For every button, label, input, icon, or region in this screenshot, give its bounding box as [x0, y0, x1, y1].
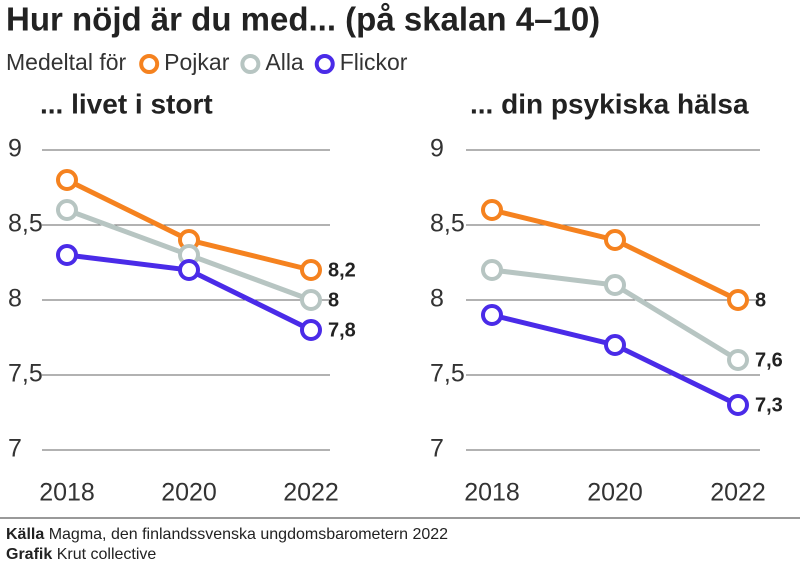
- y-tick-label: 7: [8, 435, 22, 463]
- y-tick-label: 8: [430, 285, 444, 313]
- x-tick-label: 2020: [587, 479, 643, 507]
- series-line: [491, 312, 740, 408]
- point: [727, 289, 749, 311]
- point: [300, 319, 322, 341]
- legend-label: Pojkar: [164, 49, 230, 75]
- panel-title: ... din psykiska hälsa: [470, 88, 749, 119]
- legend-marker: [139, 54, 160, 74]
- point: [727, 394, 749, 416]
- point: [300, 259, 322, 281]
- legend-prefix: Medeltal för: [6, 49, 127, 75]
- point: [604, 229, 626, 251]
- legend-label: Flickor: [340, 49, 408, 75]
- x-tick-label: 2018: [39, 479, 95, 507]
- x-tick-label: 2018: [464, 479, 520, 507]
- point: [481, 199, 503, 221]
- point: [481, 259, 503, 281]
- data-label: 8: [328, 289, 339, 311]
- y-tick-label: 8,5: [430, 210, 465, 238]
- y-tick-label: 7,5: [430, 360, 465, 388]
- x-tick-label: 2022: [283, 479, 339, 507]
- y-tick-label: 7,5: [8, 360, 43, 388]
- y-tick-label: 7: [430, 435, 444, 463]
- y-tick-label: 9: [430, 135, 444, 163]
- point: [481, 304, 503, 326]
- panel-title: ... livet i stort: [40, 88, 213, 119]
- x-tick-label: 2020: [161, 479, 217, 507]
- point: [604, 334, 626, 356]
- point: [727, 349, 749, 371]
- point: [56, 199, 78, 221]
- point: [178, 259, 200, 281]
- data-label: 8: [755, 289, 766, 311]
- data-label: 7,8: [328, 319, 356, 341]
- legend-label: Alla: [265, 49, 304, 75]
- svg-text:Källa Magma, den finlandssvens: Källa Magma, den finlandssvenska ungdoms…: [6, 526, 448, 543]
- legend-marker: [314, 54, 335, 74]
- y-tick-label: 8,5: [8, 210, 43, 238]
- source-label: Källa: [6, 526, 44, 543]
- svg-text:Grafik Krut collective: Grafik Krut collective: [6, 546, 156, 563]
- point: [604, 274, 626, 296]
- x-tick-label: 2022: [710, 479, 766, 507]
- y-tick-label: 9: [8, 135, 22, 163]
- data-label: 7,3: [755, 394, 783, 416]
- credit: Krut collective: [57, 546, 157, 563]
- data-label: 7,6: [755, 349, 783, 371]
- data-label: 8,2: [328, 259, 356, 281]
- y-tick-label: 8: [8, 285, 22, 313]
- point: [56, 244, 78, 266]
- point: [300, 289, 322, 311]
- legend-marker: [240, 54, 261, 74]
- chart-title: Hur nöjd är du med... (på skalan 4–10): [6, 1, 600, 38]
- source: Magma, den finlandssvenska ungdomsbarome…: [49, 526, 448, 543]
- point: [56, 169, 78, 191]
- credit-label: Grafik: [6, 546, 52, 563]
